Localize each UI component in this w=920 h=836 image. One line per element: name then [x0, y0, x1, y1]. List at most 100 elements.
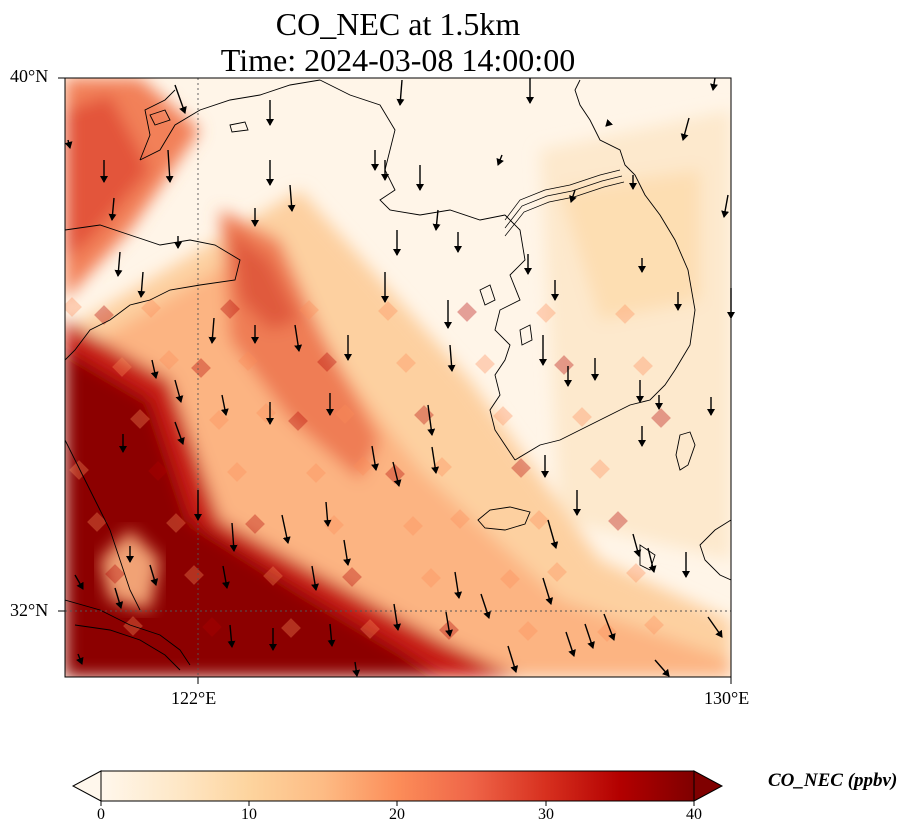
wind-arrow [605, 118, 614, 127]
grid-cell [317, 352, 337, 372]
lat-label-32N: 32°N [10, 600, 49, 620]
map-title-line2: Time: 2024-03-08 14:00:00 [220, 42, 576, 78]
grid-cell [130, 409, 150, 429]
wind-arrow [569, 189, 577, 203]
wind-arrow [74, 574, 84, 590]
coastlines [65, 79, 731, 671]
wind-arrow [392, 461, 402, 487]
wind-arrow [584, 623, 595, 649]
wind-arrow [480, 593, 491, 619]
wind-arrow [654, 659, 670, 677]
wind-arrow [432, 209, 441, 231]
wind-arrow [220, 394, 229, 416]
lon-label-122E: 122°E [171, 688, 217, 708]
wind-arrow [632, 533, 642, 557]
wind-arrow [174, 84, 187, 114]
wind-arrow [114, 587, 124, 609]
wind-arrow [707, 616, 723, 638]
grid-cell [220, 299, 240, 319]
grid-cell [633, 356, 653, 376]
wind-arrow [149, 564, 159, 586]
grid-cell [615, 304, 635, 324]
grid-cell [403, 516, 423, 536]
grid-cell [626, 563, 646, 583]
colorbar-tick-0: 0 [97, 806, 105, 823]
wind-arrow [174, 379, 184, 403]
wind-arrow [281, 514, 291, 544]
wind-arrow [427, 404, 436, 436]
lat-label-40N: 40°N [10, 66, 49, 86]
wind-arrow [165, 149, 174, 183]
grid-cell [651, 408, 671, 428]
grid-cell [385, 464, 405, 484]
wind-arrow [229, 522, 238, 552]
map-frame [64, 77, 732, 678]
wind-arrow [447, 344, 456, 372]
wind-arrow [454, 571, 463, 599]
wind-arrow [371, 445, 379, 471]
grid-cell [572, 407, 592, 427]
wind-arrow [227, 624, 236, 648]
wind-arrow [221, 565, 230, 589]
grid-cell [141, 298, 161, 318]
concentration-field [65, 78, 731, 677]
wind-arrow [114, 251, 123, 277]
wind-arrow [294, 324, 303, 352]
grid-cell [112, 357, 132, 377]
grid-cell [263, 566, 283, 586]
grid-cell [94, 305, 114, 325]
colorbar-min-extend [71, 770, 102, 802]
grid-cell [500, 569, 520, 589]
colorbar-tick-10: 10 [241, 806, 257, 823]
wind-arrow [323, 501, 332, 527]
wind-vectors [64, 77, 735, 677]
wind-arrow [647, 547, 657, 573]
wind-arrow [603, 613, 616, 641]
wind-arrow [108, 197, 117, 221]
grid-cell [306, 463, 326, 483]
grid-cell [511, 458, 531, 478]
lon-label-130E: 130°E [704, 688, 750, 708]
wind-arrow [542, 577, 554, 605]
wind-arrow [343, 539, 352, 566]
wind-arrow [396, 79, 405, 106]
wind-arrow [431, 446, 440, 474]
colorbar-max-extend [693, 770, 724, 802]
grid-cell [450, 509, 470, 529]
colorbar-tick-30: 30 [538, 806, 554, 823]
wind-arrow [311, 565, 319, 591]
wind-arrow [565, 631, 576, 657]
grid-cell [396, 353, 416, 373]
colorbar-tick-40: 40 [686, 806, 702, 823]
grid-cell [299, 300, 319, 320]
wind-arrow [393, 603, 402, 631]
wind-arrow [64, 139, 73, 149]
wind-arrow [76, 653, 84, 665]
grid-cell [529, 510, 549, 530]
map-title-line1: CO_NEC at 1.5km [275, 6, 521, 42]
grid-cell [65, 297, 82, 317]
grid-cell [238, 351, 258, 371]
colorbar-tick-20: 20 [389, 806, 405, 823]
wind-arrow [680, 117, 690, 141]
grid-cell [342, 567, 362, 587]
wind-arrow [496, 154, 504, 166]
grid-cell [353, 456, 373, 476]
colorbar-gradient [101, 771, 694, 801]
wind-arrow [547, 519, 559, 549]
wind-arrow [710, 77, 718, 91]
wind-arrow [327, 623, 336, 647]
wind-arrow [174, 421, 185, 445]
wind-arrow [150, 359, 159, 379]
grid-cell [288, 411, 308, 431]
grid-cell [256, 403, 276, 423]
grid-cell [554, 355, 574, 375]
grid-cell [536, 303, 556, 323]
wind-arrow [721, 194, 730, 218]
jeju-island [477, 506, 531, 531]
grid-cell [148, 461, 168, 481]
wind-arrow [445, 611, 453, 637]
grid-cell [644, 615, 664, 635]
colorbar-title: CO_NEC (ppbv) [768, 770, 898, 791]
